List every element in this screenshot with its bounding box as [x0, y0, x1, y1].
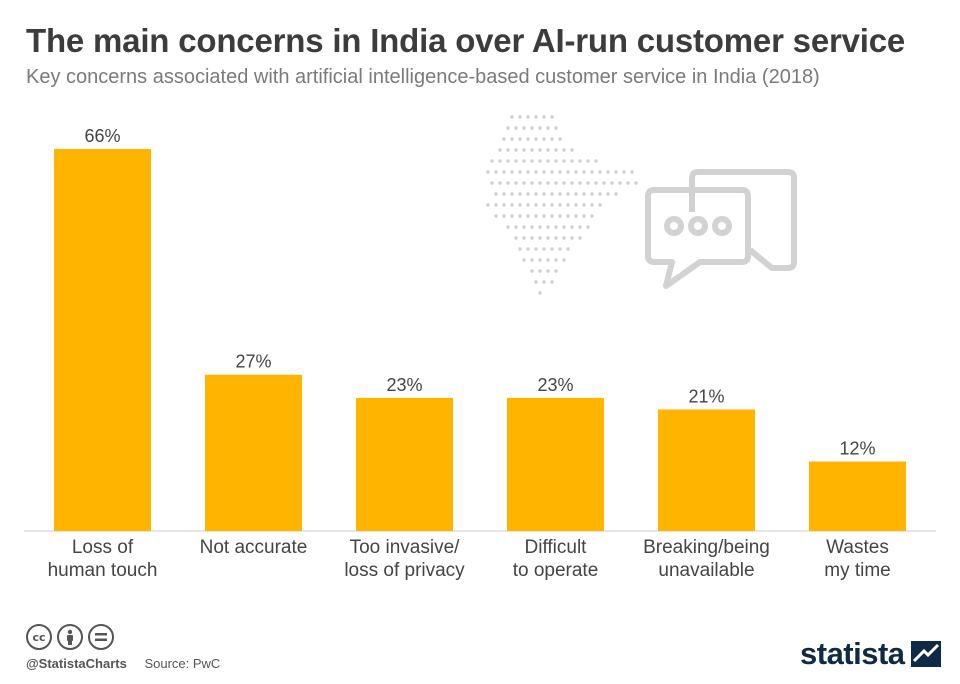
value-label-1: 27% [235, 352, 271, 372]
category-label-0: Loss of human touch [48, 537, 158, 581]
brand-name: statista [800, 636, 905, 671]
value-label-2: 23% [386, 375, 422, 395]
category-label-2: Too invasive/loss of privacy [344, 537, 465, 581]
value-label-5: 12% [839, 439, 875, 459]
value-label-0: 66% [84, 126, 120, 146]
value-label-4: 21% [688, 386, 724, 406]
category-label-3: Difficult to operate [513, 537, 599, 581]
license-icons: cc [26, 624, 220, 650]
chart-subtitle: Key concerns associated with artificial … [26, 66, 820, 88]
nd-icon [88, 624, 114, 650]
bar-1 [205, 374, 302, 531]
statista-brand[interactable]: statista [800, 638, 941, 669]
bar-0 [54, 149, 151, 531]
bar-3 [507, 397, 604, 531]
category-label-4: Breaking/being unavailable [643, 537, 770, 581]
footer: cc @StatistaCharts Source: PwC [26, 624, 220, 671]
source-note: Source: PwC [144, 656, 221, 671]
india-map-icon [486, 115, 638, 295]
bar-chart: 66% Loss of human touch 27% Not accurate 23% T… [24, 115, 936, 581]
twitter-handle[interactable]: @StatistaCharts [26, 656, 127, 671]
bar-5 [809, 461, 906, 531]
bar-4 [658, 409, 755, 531]
bar-2 [356, 397, 453, 531]
statista-logo-icon [910, 640, 941, 667]
category-label-5: Wastes my time [824, 537, 891, 581]
category-label-1: Not accurate [200, 537, 308, 558]
chart-title: The main concerns in India over AI-run c… [26, 22, 906, 59]
cc-icon: cc [26, 624, 52, 650]
value-label-3: 23% [537, 375, 573, 395]
chat-bubbles-icon [645, 169, 797, 289]
by-icon [57, 624, 83, 650]
